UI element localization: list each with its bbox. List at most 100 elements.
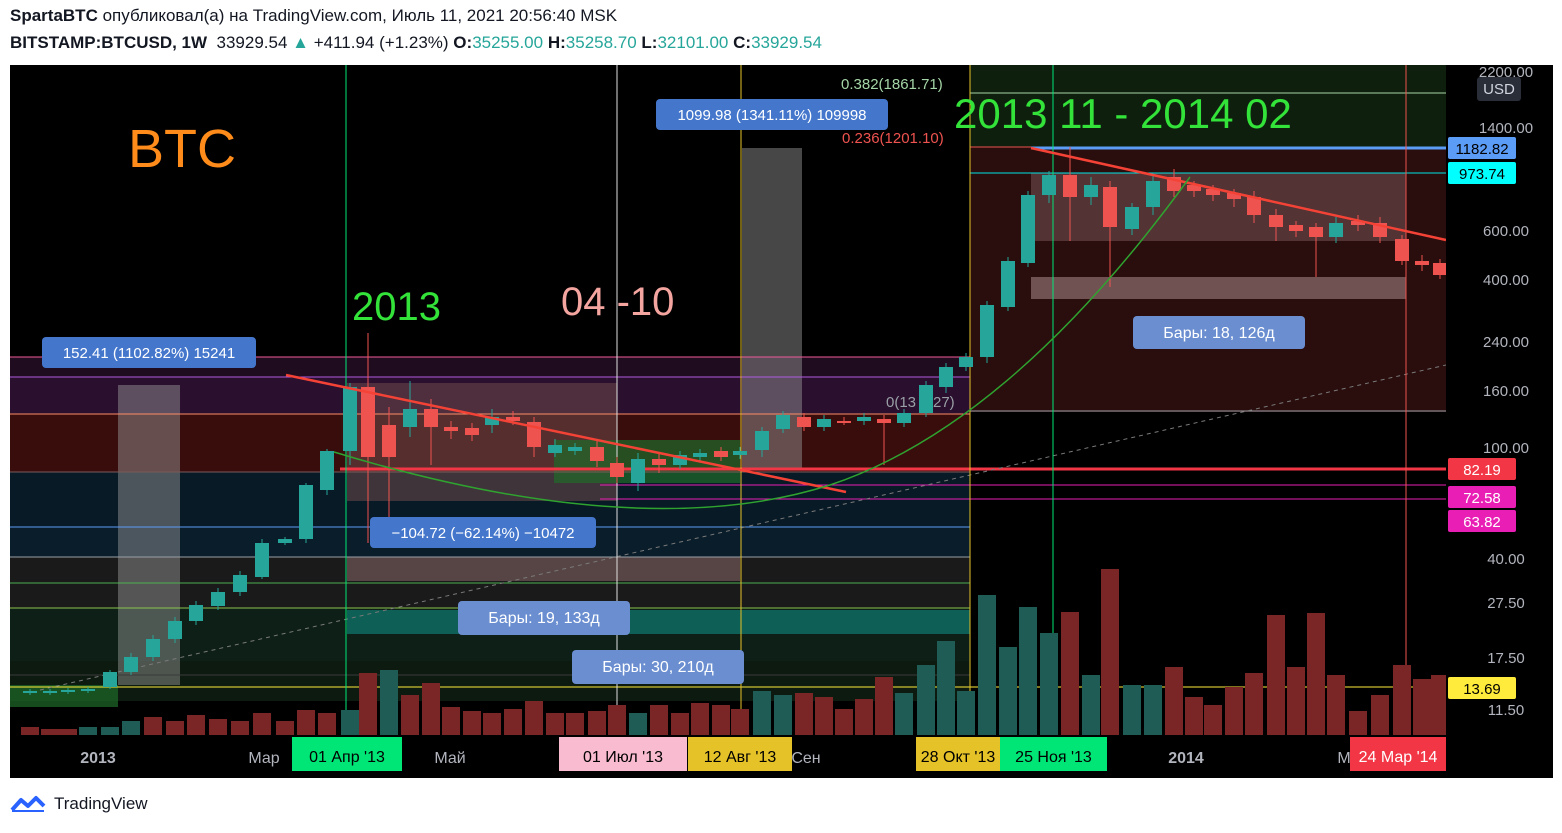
candle-body bbox=[1103, 187, 1117, 227]
candle-body bbox=[610, 463, 624, 477]
fib-0382-label: 0.382(1861.71) bbox=[841, 76, 943, 93]
candle-body bbox=[980, 305, 994, 357]
measure-labels[interactable]: 152.41 (1102.82%) 15241 1099.98 (1341.11… bbox=[42, 99, 1305, 684]
price-tag: 63.82 bbox=[1448, 510, 1516, 532]
volume-bar bbox=[875, 677, 893, 735]
close-value: 33929.54 bbox=[751, 33, 822, 52]
candle-body bbox=[1351, 221, 1365, 225]
last-price: 33929.54 bbox=[216, 33, 288, 52]
volume-bar bbox=[297, 710, 315, 735]
svg-text:12 Авг '13: 12 Авг '13 bbox=[704, 749, 777, 766]
candle-body bbox=[1395, 239, 1409, 261]
svg-text:28 Окт '13: 28 Окт '13 bbox=[921, 749, 996, 766]
candle-body bbox=[23, 691, 37, 693]
volume-bar bbox=[774, 695, 792, 735]
date-tag: 25 Ноя '13 bbox=[1000, 737, 1107, 771]
volume-bar bbox=[835, 709, 853, 735]
svg-text:01 Апр '13: 01 Апр '13 bbox=[309, 749, 385, 766]
candle-body bbox=[919, 385, 933, 413]
currency-button[interactable] bbox=[1477, 77, 1521, 101]
volume-bar bbox=[731, 709, 749, 735]
candle-body bbox=[776, 415, 790, 429]
volume-bar bbox=[253, 713, 271, 735]
volume-bar bbox=[753, 691, 771, 735]
volume-bar bbox=[1185, 697, 1203, 735]
measure-label-4: Бары: 18, 126д bbox=[1163, 325, 1275, 342]
brand-name: TradingView bbox=[54, 794, 148, 813]
price-chart[interactable]: BTC 2013 04 -10 2013 11 - 2014 02 0.382(… bbox=[10, 64, 1553, 778]
y-tick: 400.00 bbox=[1483, 272, 1529, 289]
low-value: 32101.00 bbox=[657, 33, 729, 52]
candle-body bbox=[1247, 197, 1261, 215]
volume-bar bbox=[1123, 685, 1141, 735]
candle-body bbox=[1084, 185, 1098, 197]
candle-body bbox=[1187, 185, 1201, 191]
trendlines bbox=[285, 146, 1447, 510]
volume-bar bbox=[1225, 687, 1243, 735]
candle-body bbox=[857, 417, 871, 421]
candle-body bbox=[278, 539, 292, 543]
volume-bar bbox=[1393, 665, 1411, 735]
candle-body bbox=[1433, 263, 1447, 275]
volume-bar bbox=[957, 691, 975, 735]
date-tags: 01 Апр '13 01 Июл '13 12 Авг '13 28 Окт '13… bbox=[292, 737, 1446, 771]
measure-label-6: Бары: 30, 210д bbox=[602, 659, 714, 676]
price-tag: 72.58 bbox=[1448, 486, 1516, 508]
volume-bar bbox=[566, 713, 584, 735]
candle-body bbox=[343, 387, 357, 451]
date-tag: 12 Авг '13 bbox=[688, 737, 792, 771]
volume-bar bbox=[978, 595, 996, 735]
volume-bar bbox=[380, 670, 398, 735]
y-tick: 11.50 bbox=[1488, 702, 1524, 719]
fib-0-tail-label: 27) bbox=[933, 394, 955, 411]
tradingview-logo-icon bbox=[10, 796, 46, 812]
y-tick: 160.00 bbox=[1483, 383, 1529, 400]
candle-body bbox=[1206, 189, 1220, 195]
svg-text:973.74: 973.74 bbox=[1459, 166, 1505, 183]
svg-text:82.19: 82.19 bbox=[1463, 462, 1501, 479]
volume-bar bbox=[795, 693, 813, 735]
volume-bar bbox=[608, 705, 626, 735]
volume-bar bbox=[1287, 667, 1305, 735]
x-label: Май bbox=[434, 750, 465, 767]
y-tick: 40.00 bbox=[1487, 551, 1525, 568]
price-change: +411.94 (+1.23%) bbox=[313, 33, 449, 52]
candle-body bbox=[233, 575, 247, 592]
volume-bars bbox=[21, 569, 1449, 735]
volume-bar bbox=[629, 713, 647, 735]
volume-bar bbox=[1267, 615, 1285, 735]
y-tick: 17.50 bbox=[1487, 650, 1525, 667]
volume-bar bbox=[79, 727, 97, 735]
footer[interactable]: TradingView bbox=[10, 794, 148, 814]
candle-body bbox=[1309, 227, 1323, 237]
year-label: 2013 bbox=[352, 285, 441, 329]
low-label: L: bbox=[641, 33, 658, 52]
candle-body bbox=[733, 451, 747, 455]
author-name[interactable]: SpartaBTC bbox=[10, 6, 98, 25]
candle-body bbox=[1227, 193, 1241, 199]
candle-body bbox=[1146, 181, 1160, 207]
measure-label-1: 152.41 (1102.82%) 15241 bbox=[63, 345, 235, 362]
open-label: O: bbox=[453, 33, 473, 52]
volume-bar bbox=[525, 701, 543, 735]
candle-body bbox=[320, 451, 334, 490]
svg-text:01 Июл '13: 01 Июл '13 bbox=[583, 749, 663, 766]
candle-body bbox=[1042, 175, 1056, 195]
volume-bar bbox=[691, 703, 709, 735]
volume-bar bbox=[999, 647, 1017, 735]
volume-bar bbox=[276, 721, 294, 735]
volume-bar bbox=[21, 727, 39, 735]
candle-body bbox=[590, 447, 604, 461]
volume-bar bbox=[41, 729, 59, 735]
x-label: 2013 bbox=[80, 750, 116, 767]
candle-body bbox=[817, 419, 831, 427]
y-tick: 600.00 bbox=[1483, 223, 1529, 240]
date-tag: 24 Мар '14 bbox=[1350, 737, 1446, 771]
volume-bar bbox=[588, 711, 606, 735]
volume-bar bbox=[650, 705, 668, 735]
y-tick: 1400.00 bbox=[1479, 120, 1533, 137]
svg-text:24 Мар '14: 24 Мар '14 bbox=[1359, 749, 1438, 766]
volume-bar bbox=[1061, 612, 1079, 735]
x-label: Сен bbox=[791, 750, 820, 767]
symbol-name[interactable]: BITSTAMP:BTCUSD, 1W bbox=[10, 33, 208, 52]
